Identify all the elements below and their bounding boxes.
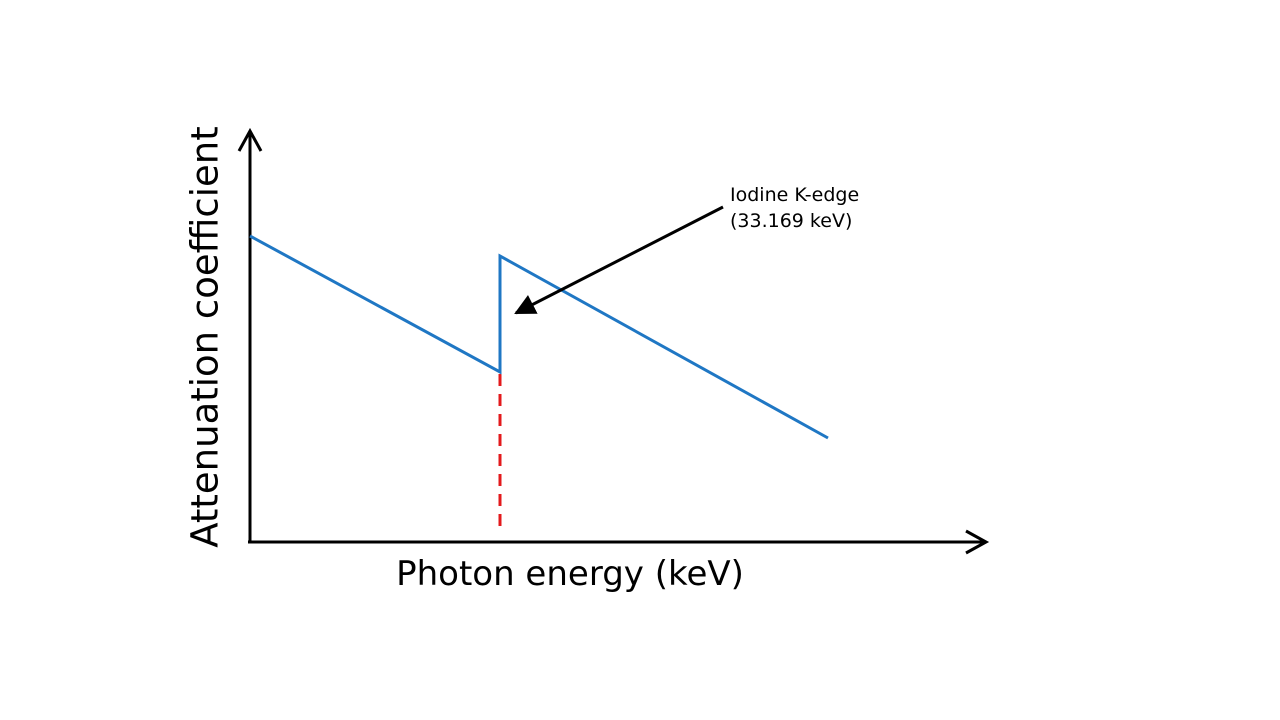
y-axis-label: Attenuation coefficient: [183, 126, 227, 548]
y-axis-arrowhead: [237, 127, 263, 152]
x-axis-arrowhead: [965, 529, 990, 555]
annotation-title: Iodine K-edge: [730, 184, 860, 206]
k-edge-annotation: Iodine K-edge (33.169 keV): [730, 182, 859, 234]
annotation-arrow: [514, 205, 724, 315]
x-axis-label: Photon energy (keV): [396, 554, 744, 594]
annotation-value: (33.169 keV): [730, 210, 853, 232]
attenuation-curve: [249, 234, 829, 440]
